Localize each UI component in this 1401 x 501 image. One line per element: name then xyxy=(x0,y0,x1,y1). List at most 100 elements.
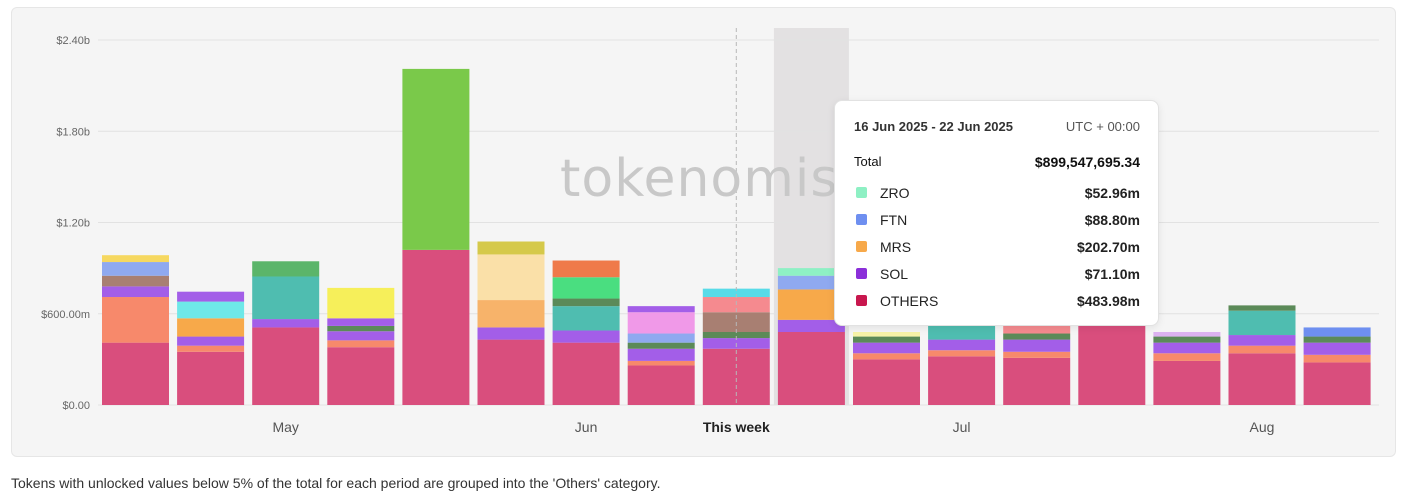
tooltip-rows: ZRO $52.96m FTN $88.80m MRS $202.70m SOL… xyxy=(856,179,1140,314)
bar-segment xyxy=(177,318,245,337)
token-name: OTHERS xyxy=(880,292,939,309)
x-axis-label: Jun xyxy=(575,419,598,435)
y-tick-label: $1.80b xyxy=(56,126,90,138)
tooltip-timezone: UTC + 00:00 xyxy=(1065,119,1140,134)
x-axis-label: This week xyxy=(703,419,770,435)
bar-segment xyxy=(1153,332,1221,337)
token-value: $483.98m xyxy=(1076,292,1140,309)
bar-segment xyxy=(327,287,395,319)
bar-segment xyxy=(777,275,845,290)
bar-segment xyxy=(777,268,845,276)
bar-segment xyxy=(1228,310,1296,336)
bar-segment xyxy=(1003,357,1071,405)
bar-segment xyxy=(327,325,395,332)
bar-segment xyxy=(702,332,770,339)
bar-segment xyxy=(627,333,695,343)
bar-segment xyxy=(777,319,845,332)
bar-segment xyxy=(702,288,770,298)
tooltip-row-others: OTHERS $483.98m xyxy=(856,287,1140,314)
tooltip-row-sol: SOL $71.10m xyxy=(856,260,1140,287)
bar-segment xyxy=(1153,353,1221,361)
token-value: $88.80m xyxy=(1084,211,1140,228)
x-axis-label: May xyxy=(272,419,298,435)
tooltip: 16 Jun 2025 - 22 Jun 2025 UTC + 00:00 To… xyxy=(834,100,1159,326)
bar-segment xyxy=(627,342,695,349)
bar-segment xyxy=(1303,362,1371,405)
bar-segment xyxy=(252,276,320,320)
tooltip-total-row: Total $899,547,695.34 xyxy=(854,154,1140,170)
bar-segment xyxy=(928,339,996,351)
bar-segment xyxy=(402,68,470,250)
bar-segment xyxy=(102,255,169,263)
token-name: FTN xyxy=(880,211,908,228)
bar-segment xyxy=(102,275,169,287)
bar-segment xyxy=(102,286,169,298)
bar-segment xyxy=(1003,351,1071,358)
bar-segment xyxy=(327,340,395,348)
bar-segment xyxy=(1303,342,1371,355)
bar-segment xyxy=(552,306,620,331)
zro-swatch xyxy=(856,187,867,198)
token-name: SOL xyxy=(880,265,909,282)
token-value: $71.10m xyxy=(1084,265,1140,282)
tooltip-row-mrs: MRS $202.70m xyxy=(856,233,1140,260)
bar-segment xyxy=(1228,305,1296,311)
token-value: $202.70m xyxy=(1076,238,1140,255)
chart-panel: $0.00 $600.00m $1.20b $1.80b $2.40b May Jun Thi… xyxy=(11,7,1396,457)
bar-segment xyxy=(853,359,920,405)
bar-segment xyxy=(552,330,620,343)
bar-segment xyxy=(1228,345,1296,354)
bar-segment xyxy=(552,260,620,278)
bar-segment xyxy=(552,342,620,405)
bar-segment xyxy=(627,312,695,334)
bar-segment xyxy=(1228,353,1296,405)
bar-segment xyxy=(1303,327,1371,337)
y-tick-label: $1.20b xyxy=(56,218,90,230)
bar-segment xyxy=(853,332,920,337)
tooltip-total-value: $899,547,695.34 xyxy=(1034,154,1140,170)
bar-segment xyxy=(627,348,695,361)
token-name: MRS xyxy=(880,238,912,255)
bar-segment xyxy=(552,298,620,307)
footnote: Tokens with unlocked values below 5% of … xyxy=(11,475,661,491)
bar-segment xyxy=(477,241,545,255)
bar-segment xyxy=(177,351,245,405)
bar-segment xyxy=(1228,335,1296,346)
bar-segment xyxy=(777,289,845,320)
sol-swatch xyxy=(856,268,867,279)
bar-segment xyxy=(1303,336,1371,343)
bar-segment xyxy=(1078,325,1146,405)
bar-segment xyxy=(327,331,395,341)
bar-segment xyxy=(252,319,320,328)
tooltip-row-zro: ZRO $52.96m xyxy=(856,179,1140,206)
bar-segment xyxy=(327,318,395,326)
tooltip-row-ftn: FTN $88.80m xyxy=(856,206,1140,233)
token-name: ZRO xyxy=(880,184,910,201)
bar-segment xyxy=(1153,342,1221,354)
bar-segment xyxy=(477,327,545,340)
bar-segment xyxy=(1003,333,1071,340)
bar-segment xyxy=(477,254,545,301)
bar-segment xyxy=(627,365,695,405)
bar-segment xyxy=(177,301,245,319)
bar-segment xyxy=(252,261,320,277)
tooltip-total-label: Total xyxy=(854,154,882,169)
bar-segment xyxy=(928,356,996,405)
bar-segment xyxy=(102,262,169,276)
bar-segment xyxy=(477,339,545,405)
bar-segment xyxy=(177,345,245,352)
bar-segment xyxy=(177,291,245,302)
bar-segment xyxy=(627,306,695,313)
bar-segment xyxy=(627,360,695,366)
bar-segment xyxy=(928,350,996,357)
token-value: $52.96m xyxy=(1084,184,1140,201)
bar-segment xyxy=(102,297,169,343)
bar-segment xyxy=(853,342,920,354)
y-tick-label: $2.40b xyxy=(56,35,90,47)
y-tick-label: $0.00 xyxy=(62,400,90,412)
bar-segment xyxy=(853,336,920,343)
bar-segment xyxy=(252,327,320,405)
stacked-bar-chart: $0.00 $600.00m $1.20b $1.80b $2.40b May Jun Thi… xyxy=(41,28,1379,435)
bar-segment xyxy=(552,277,620,299)
bar-segment xyxy=(853,353,920,360)
